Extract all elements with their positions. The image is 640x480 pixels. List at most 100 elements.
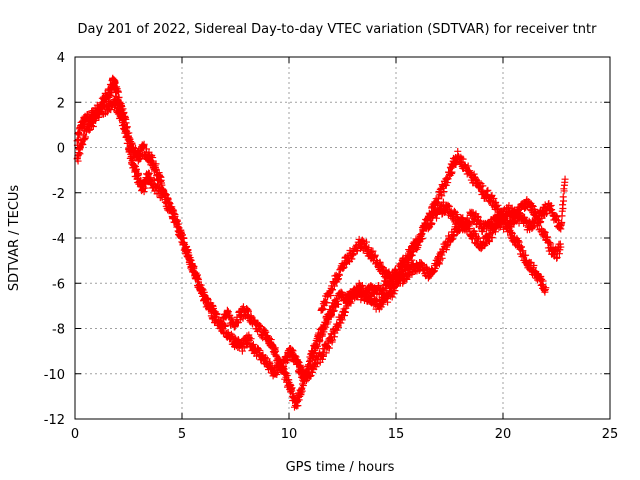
data-point-interp — [459, 155, 467, 163]
data-point-interp — [362, 238, 370, 246]
data-point-interp — [316, 337, 324, 345]
data-point-interp — [327, 291, 335, 299]
data-point-interp — [376, 259, 384, 267]
data-point-interp — [107, 106, 115, 114]
data-point-interp — [368, 248, 376, 256]
data-point-interp — [165, 199, 173, 207]
data-point-interp — [358, 236, 366, 244]
data-point-interp — [537, 218, 545, 226]
data-point-interp — [450, 232, 458, 240]
data-point-interp — [423, 223, 431, 231]
data-point-interp — [294, 358, 302, 366]
data-point-interp — [247, 335, 255, 343]
data-point-interp — [171, 211, 179, 219]
data-point-interp — [516, 210, 524, 218]
data-point-interp — [347, 299, 355, 307]
data-point-interp — [530, 261, 538, 269]
data-point-interp — [312, 363, 320, 371]
data-point-interp — [408, 252, 416, 260]
data-point — [187, 257, 195, 265]
data-point-interp — [429, 212, 437, 220]
data-point-interp — [74, 157, 82, 165]
data-point — [557, 243, 565, 251]
data-point-interp — [352, 293, 360, 301]
y-axis-label: SDTVAR / TECUs — [7, 185, 22, 292]
data-point-interp — [365, 244, 373, 252]
data-point-interp — [127, 153, 135, 161]
data-point-interp — [132, 165, 140, 173]
data-point-interp — [558, 219, 566, 227]
data-point-interp — [491, 228, 499, 236]
data-point-interp — [529, 202, 537, 210]
x-tick-label: 15 — [388, 427, 405, 442]
data-point-interp — [221, 322, 229, 330]
data-point-interp — [298, 387, 306, 395]
data-point-interp — [335, 323, 343, 331]
data-point-interp — [428, 219, 436, 227]
data-point-interp — [479, 182, 487, 190]
y-tick-label: 2 — [57, 96, 65, 111]
data-point-interp — [262, 328, 270, 336]
data-point-interp — [444, 201, 452, 209]
data-point-interp — [330, 282, 338, 290]
data-point-interp — [541, 229, 549, 237]
data-point-interp — [484, 237, 492, 245]
data-point-interp — [494, 201, 502, 209]
data-point — [561, 175, 569, 183]
data-point-interp — [440, 188, 448, 196]
tick-labels: 0 5 10 15 20 25 -12 -10 -8 -6 -4 -2 0 2 4 — [44, 51, 619, 442]
x-tick-label: 5 — [178, 427, 186, 442]
data-point-interp — [283, 357, 291, 365]
y-tick-label: -2 — [52, 187, 65, 202]
data-point-interp — [82, 133, 90, 141]
data-point-interp — [294, 402, 302, 410]
data-point-interp — [509, 220, 517, 228]
data-point — [542, 284, 550, 292]
data-point-interp — [362, 288, 370, 296]
data-point-interp — [152, 160, 160, 168]
data-point-interp — [156, 183, 164, 191]
data-point-interp — [434, 195, 442, 203]
data-point-interp — [89, 123, 97, 131]
data-point-interp — [379, 300, 387, 308]
x-tick-label: 25 — [602, 427, 619, 442]
data-point-interp — [438, 192, 446, 200]
data-point-interp — [560, 197, 568, 205]
grid-lines — [75, 57, 610, 419]
x-tick-label: 20 — [495, 427, 512, 442]
data-point-interp — [289, 347, 297, 355]
data-point-interp — [213, 310, 221, 318]
data-point-interp — [329, 286, 337, 294]
data-point-interp — [517, 243, 525, 251]
data-point-interp — [135, 170, 143, 178]
data-points — [73, 74, 569, 411]
y-tick-label: -6 — [52, 277, 65, 292]
data-point-interp — [502, 210, 510, 218]
data-point-interp — [128, 156, 136, 164]
data-point-interp — [514, 237, 522, 245]
data-point-interp — [553, 213, 561, 221]
data-point-interp — [140, 188, 148, 196]
data-point-interp — [390, 290, 398, 298]
data-point-interp — [322, 323, 330, 331]
data-point-interp — [307, 371, 315, 379]
data-point-interp — [288, 384, 296, 392]
data-point-interp — [194, 276, 202, 284]
x-tick-label: 0 — [71, 427, 79, 442]
data-point-interp — [123, 130, 131, 138]
data-point-interp — [401, 261, 409, 269]
data-point-interp — [306, 372, 314, 380]
data-point-interp — [124, 136, 132, 144]
data-point-interp — [418, 230, 426, 238]
data-point-interp — [243, 340, 251, 348]
data-point-interp — [308, 368, 316, 376]
data-point-interp — [391, 287, 399, 295]
data-point-interp — [246, 336, 254, 344]
data-point-interp — [439, 198, 447, 206]
data-point-interp — [178, 231, 186, 239]
data-point-interp — [76, 150, 84, 158]
data-point-interp — [510, 218, 518, 226]
data-point-interp — [323, 299, 331, 307]
data-point-interp — [559, 204, 567, 212]
